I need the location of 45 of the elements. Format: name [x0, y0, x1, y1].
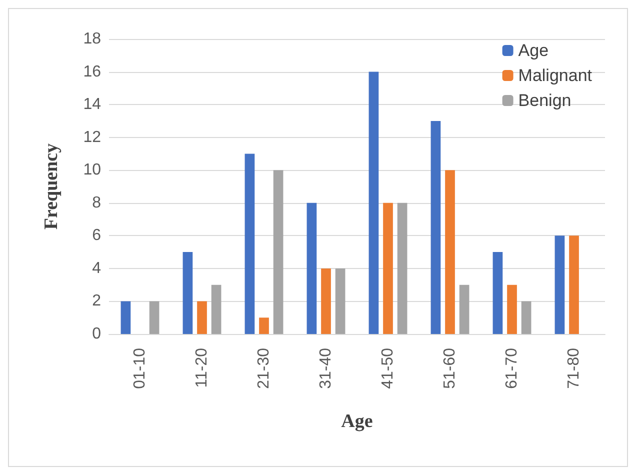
x-tick-label: 11-20 [194, 348, 210, 388]
x-tick-label: 41-50 [380, 348, 396, 389]
bar [259, 318, 269, 334]
bar [521, 301, 532, 334]
y-tick-label: 18 [83, 30, 102, 48]
bar [197, 301, 207, 334]
bar [306, 202, 317, 334]
bar [182, 252, 193, 334]
legend-label: Age [518, 41, 549, 60]
y-axis-title: Frequency [41, 142, 62, 230]
bar [321, 268, 331, 334]
bar [368, 72, 379, 334]
bar [569, 236, 579, 334]
x-tick-label: 21-30 [256, 348, 272, 389]
legend-label: Malignant [518, 66, 592, 85]
bar [507, 284, 517, 334]
y-tick-label: 6 [92, 227, 102, 244]
y-tick-label: 16 [83, 63, 102, 80]
bar [120, 301, 131, 334]
x-tick-label: 71-80 [566, 348, 582, 389]
bar [273, 170, 284, 334]
bar [211, 284, 222, 334]
bar [492, 252, 503, 334]
bar [383, 202, 393, 334]
y-tick-label: 12 [83, 128, 102, 146]
y-tick-label: 4 [92, 260, 102, 277]
y-tick-label: 0 [92, 326, 102, 342]
bar [430, 120, 441, 334]
y-tick-label: 10 [83, 162, 102, 179]
x-tick-label: 61-70 [504, 348, 520, 389]
x-tick-label: 01-10 [132, 348, 148, 389]
legend-label: Benign [518, 91, 572, 110]
bar [554, 236, 565, 334]
y-tick-label: 2 [92, 292, 102, 310]
x-axis-title: Age [341, 411, 373, 432]
bar [397, 202, 408, 334]
bar [244, 154, 255, 334]
x-tick-label: 51-60 [442, 348, 458, 389]
bar [445, 170, 455, 334]
bar [459, 284, 470, 334]
x-tick-label: 31-40 [318, 348, 334, 389]
bar [149, 301, 160, 334]
y-tick-label: 8 [92, 194, 102, 212]
bar [335, 268, 346, 334]
y-tick-label: 14 [83, 96, 102, 114]
